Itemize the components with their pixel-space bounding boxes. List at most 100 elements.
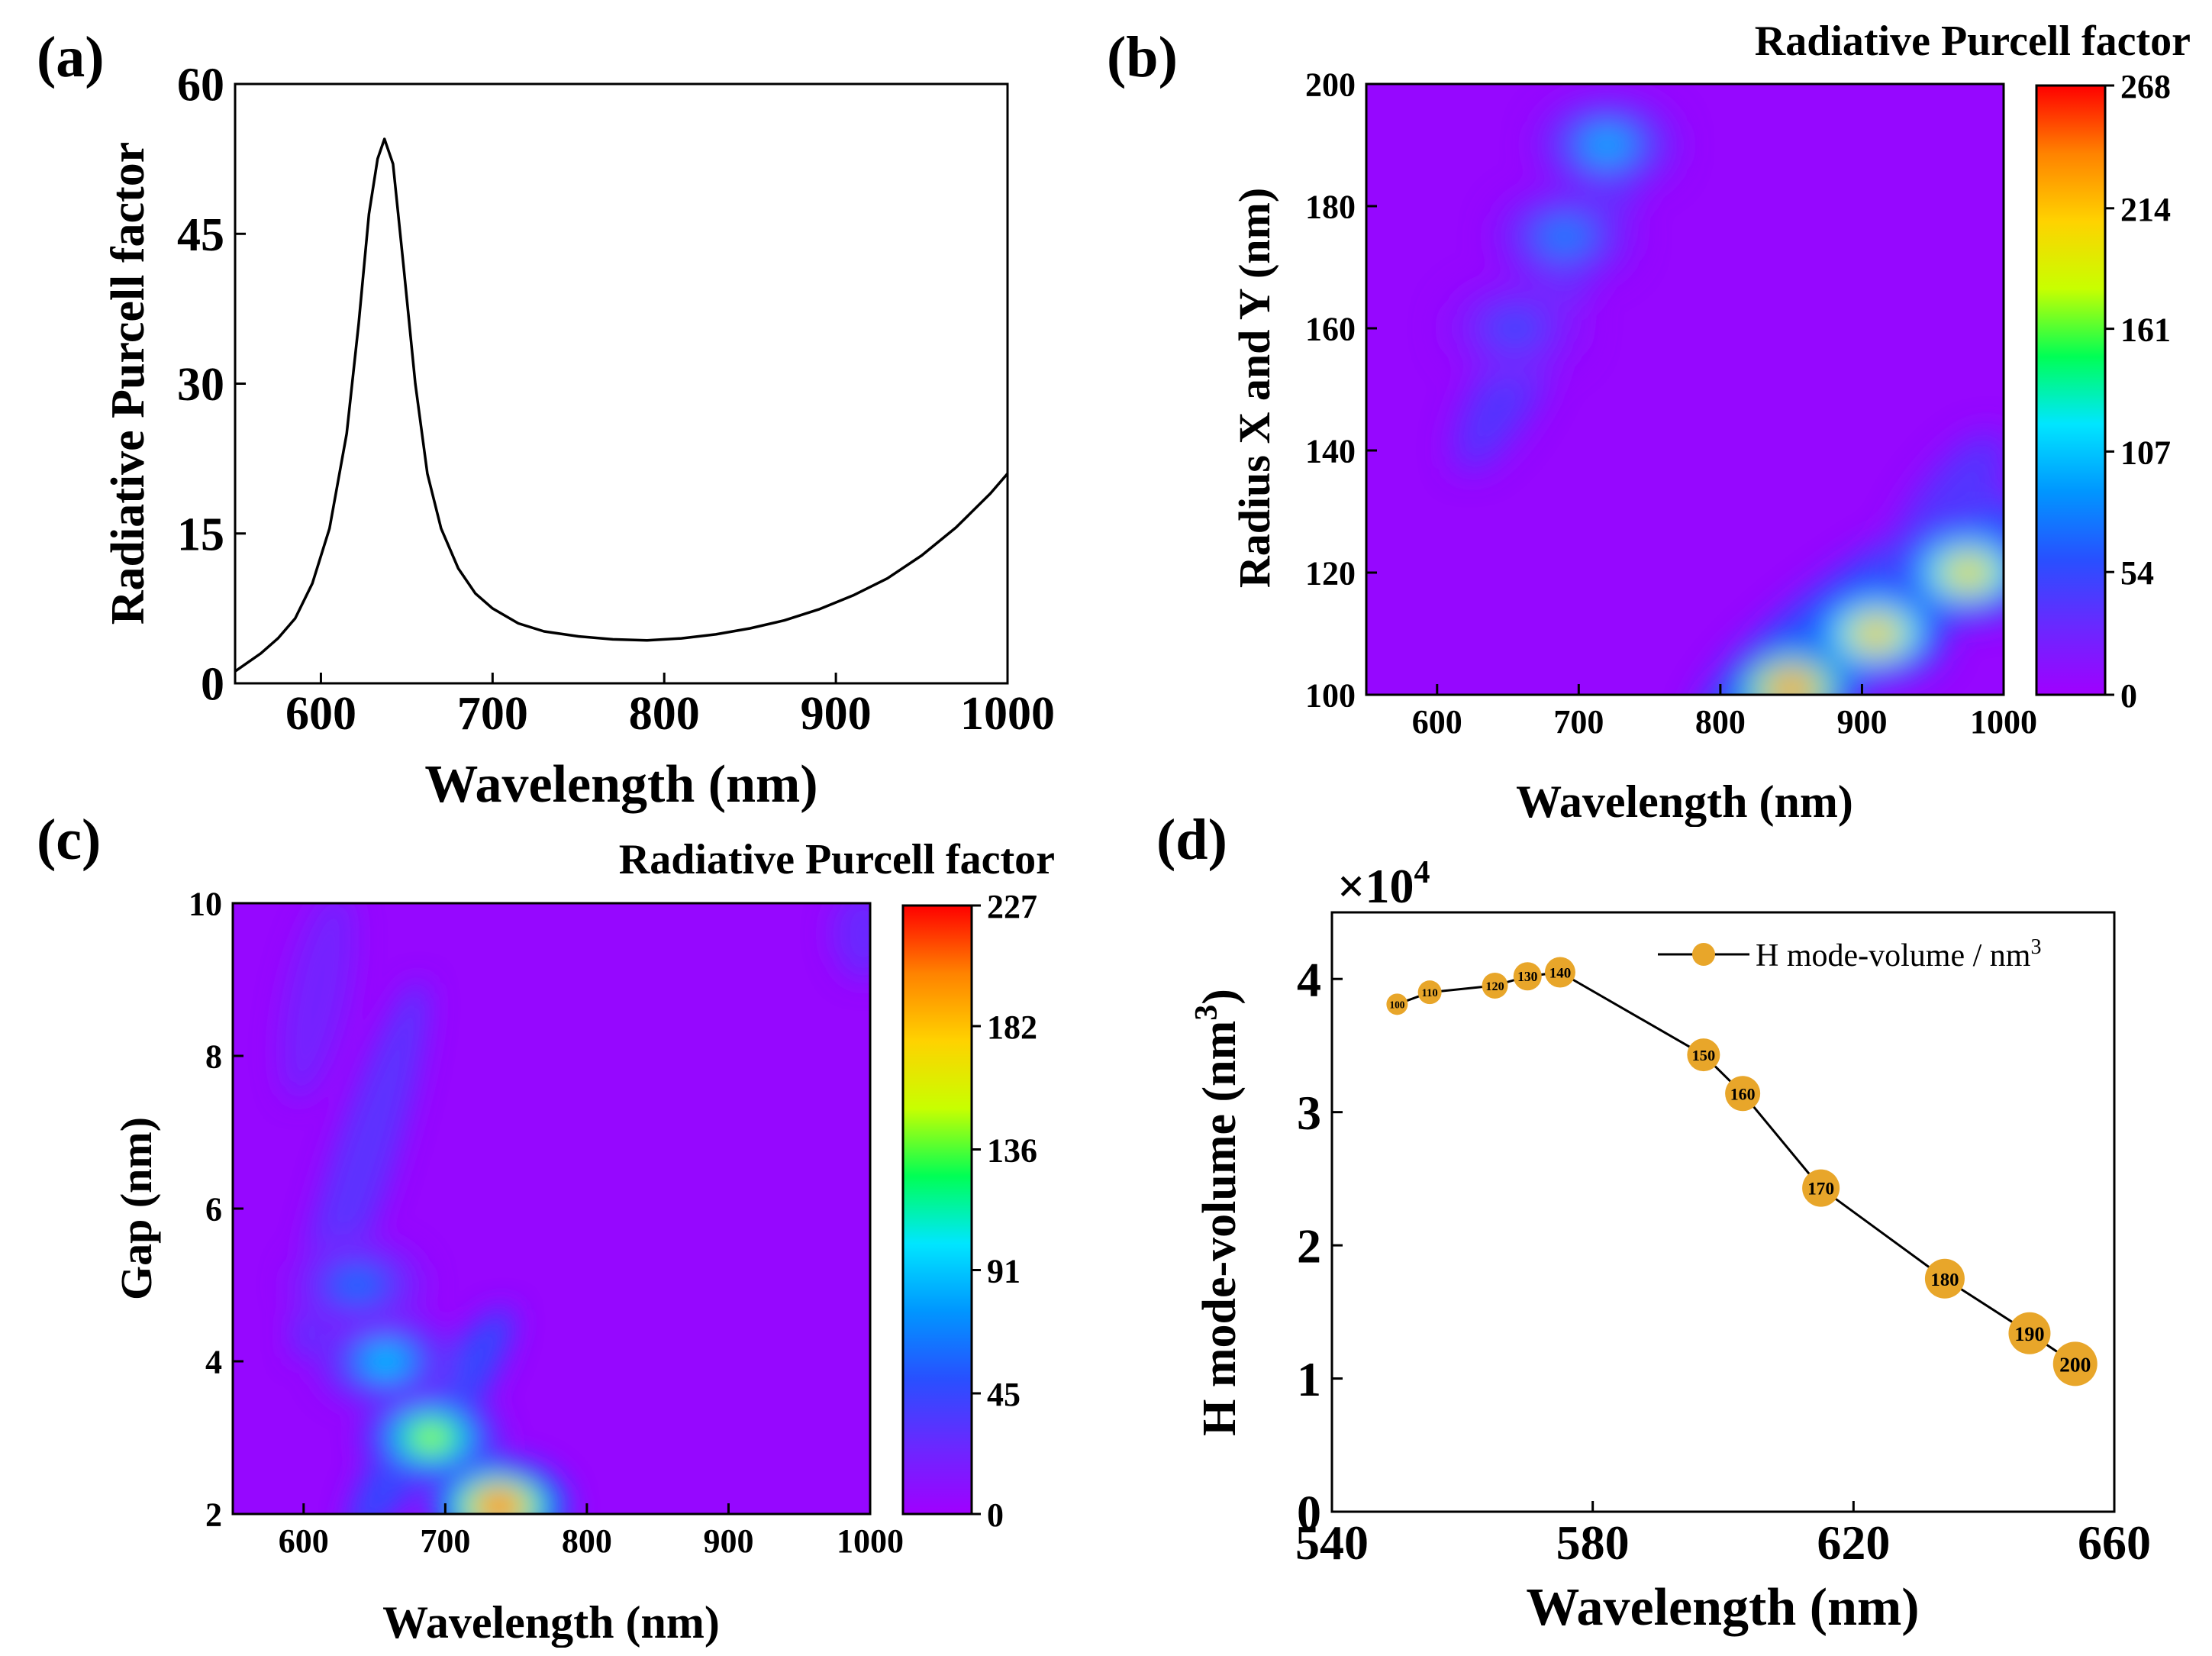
panel-a-series xyxy=(234,137,1009,673)
panel-a-y-tick-label: 30 xyxy=(177,359,224,411)
panel-b-y-axis-label: Radius X and Y (nm) xyxy=(1230,188,1279,588)
panel-b-x-ticks: 600 700 800 900 1000 xyxy=(1412,684,2037,741)
panel-d-x-axis-label: Wavelength (nm) xyxy=(1526,1578,1919,1637)
panel-d-legend-sup: 3 xyxy=(2030,935,2041,959)
panel-d-point-label: 160 xyxy=(1730,1085,1756,1103)
panel-b-colorbar-tick-label: 0 xyxy=(2120,677,2137,715)
panel-d-point-label: 110 xyxy=(1421,987,1437,999)
panel-d-point-label: 190 xyxy=(2014,1323,2044,1345)
panel-c-colorbar-tick-label: 45 xyxy=(987,1376,1021,1413)
panel-d-legend-marker xyxy=(1692,943,1715,966)
panel-a-x-tick-label: 1000 xyxy=(960,688,1055,740)
panel-b-hotspot xyxy=(1778,680,1804,695)
panel-d-legend: H mode-volume / nm3 xyxy=(1658,935,2041,973)
panel-c-colorbar-tick-label: 136 xyxy=(987,1132,1037,1170)
panel-a-y-ticks: 0 15 30 45 60 xyxy=(177,60,246,711)
panel-d-point xyxy=(2052,1341,2098,1386)
panel-c-colorbar-tick-label: 227 xyxy=(987,888,1037,925)
panel-c-y-ticks: 2 4 6 8 10 xyxy=(189,885,243,1533)
panel-a-series-line xyxy=(234,137,1009,673)
panel-c-x-tick-label: 900 xyxy=(703,1522,753,1560)
panel-b-hotspot xyxy=(1551,228,1578,246)
panel-d-x-tick-label: 620 xyxy=(1817,1516,1890,1570)
panel-b-colorbar: 0 54 107 161 214 268 xyxy=(2035,68,2171,715)
panel-d-y-tick-label: 2 xyxy=(1297,1219,1321,1273)
panel-c-x-ticks: 600 700 800 900 1000 xyxy=(279,1503,904,1560)
panel-c-hotspot xyxy=(344,1276,371,1294)
panel-d-point xyxy=(1687,1038,1720,1072)
panel-d-multiplier-exp: 4 xyxy=(1414,855,1430,890)
panel-b-plot-frame xyxy=(1365,82,2005,696)
panel-d-point-label: 170 xyxy=(1807,1180,1834,1199)
panel-a-x-ticks: 600 700 800 900 1000 xyxy=(285,673,1055,740)
panel-c-hotspot xyxy=(372,1352,399,1370)
panel-c-x-tick-label: 600 xyxy=(279,1522,329,1560)
panel-c-y-tick-label: 4 xyxy=(205,1343,222,1380)
panel-b-x-axis-label: Wavelength (nm) xyxy=(1516,776,1853,827)
panel-b-hotspot xyxy=(1501,319,1528,337)
panel-b-x-tick-label: 700 xyxy=(1553,703,1604,741)
panel-b-heatmap-glow xyxy=(1445,97,2004,695)
panel-d-multiplier-base: ×10 xyxy=(1337,859,1414,913)
panel-d-y-tick-label: 0 xyxy=(1297,1485,1321,1539)
panel-c-y-tick-label: 8 xyxy=(205,1038,222,1075)
panel-d-x-ticks: 540 580 620 660 xyxy=(1295,1501,2151,1570)
panel-c-colorbar-tick-label: 182 xyxy=(987,1009,1037,1046)
panel-d-legend-text: H mode-volume / nm3 xyxy=(1756,935,2041,973)
panel-d-point-label: 200 xyxy=(2059,1353,2091,1377)
panel-c-y-tick-label: 2 xyxy=(205,1496,222,1533)
panel-b-label: (b) xyxy=(1107,25,1178,89)
panel-b-y-tick-label: 180 xyxy=(1305,188,1356,225)
panel-d-point xyxy=(1544,957,1575,988)
panel-b-y-tick-label: 160 xyxy=(1305,310,1356,347)
panel-d-y-axis-label-main: H mode-volume (nm xyxy=(1194,1021,1246,1436)
panel-c-colorbar-tick-label: 0 xyxy=(987,1496,1004,1534)
panel-b-x-tick-label: 1000 xyxy=(1970,703,2037,741)
panel-d-x-tick-label: 660 xyxy=(2078,1516,2151,1570)
panel-b-y-tick-label: 140 xyxy=(1305,432,1356,470)
panel-b-colorbar-tick-label: 214 xyxy=(2120,191,2171,228)
panel-d-y-axis-label: H mode-volume (nm3) xyxy=(1189,989,1246,1436)
panel-c-ridge xyxy=(832,903,870,980)
panel-b-x-tick-label: 900 xyxy=(1836,703,1887,741)
panel-d-y-axis-label-end: ) xyxy=(1194,989,1246,1005)
panel-a-x-tick-label: 800 xyxy=(629,688,700,740)
panel-b-y-tick-label: 120 xyxy=(1305,554,1356,592)
panel-c-hotspot xyxy=(485,1497,512,1514)
panel-d-series-line xyxy=(1396,970,2076,1365)
panel-d-point xyxy=(1482,972,1508,999)
panel-c-y-tick-label: 6 xyxy=(205,1190,222,1228)
panel-a-y-tick-label: 0 xyxy=(201,659,224,711)
panel-c-hotspot xyxy=(418,1428,444,1447)
panel-c-label: (c) xyxy=(37,808,101,872)
panel-b-colorbar-ramp xyxy=(2035,84,2107,696)
panel-a-x-tick-label: 700 xyxy=(457,688,528,740)
panel-a-x-tick-label: 900 xyxy=(801,688,872,740)
panel-b-title: Radiative Purcell factor xyxy=(1755,18,2191,65)
panel-d-point xyxy=(1802,1169,1840,1207)
panel-d-x-tick-label: 540 xyxy=(1295,1516,1369,1570)
panel-c-y-tick-label: 10 xyxy=(189,885,222,922)
panel-b-heatmap-field xyxy=(1366,84,2004,695)
panel-a-y-axis-label: Radiative Purcell factor xyxy=(102,142,154,625)
panel-b-colorbar-tick-label: 107 xyxy=(2120,434,2171,471)
panel-c-heatmap-glow xyxy=(280,903,870,1514)
panel-c-colorbar-ramp xyxy=(901,904,973,1516)
panel-a-y-tick-label: 15 xyxy=(177,508,224,560)
panel-d-point xyxy=(2008,1312,2051,1354)
panel-d-plot-frame xyxy=(1330,911,2116,1513)
panel-d-series: 100 110 120 130 140 150 160 170 180 190 200 xyxy=(1386,957,2098,1386)
panel-c-y-axis-label: Gap (nm) xyxy=(111,1117,161,1300)
panel-b-x-tick-label: 600 xyxy=(1412,703,1462,741)
panel-a-x-tick-label: 600 xyxy=(285,688,356,740)
panel-d-point xyxy=(1924,1258,1965,1299)
panel-d-multiplier: ×104 xyxy=(1337,855,1430,913)
panel-c-colorbar-tick-label: 91 xyxy=(987,1252,1021,1290)
panel-b-hotspot xyxy=(1955,563,1981,582)
panel-b-y-tick-label: 100 xyxy=(1305,676,1356,714)
panel-d-point-label: 150 xyxy=(1692,1048,1716,1064)
panel-b-heatmap: (b) Radiative Purcell factor 600 700 800 90… xyxy=(1107,18,2191,827)
panel-d-label: (d) xyxy=(1156,808,1227,872)
